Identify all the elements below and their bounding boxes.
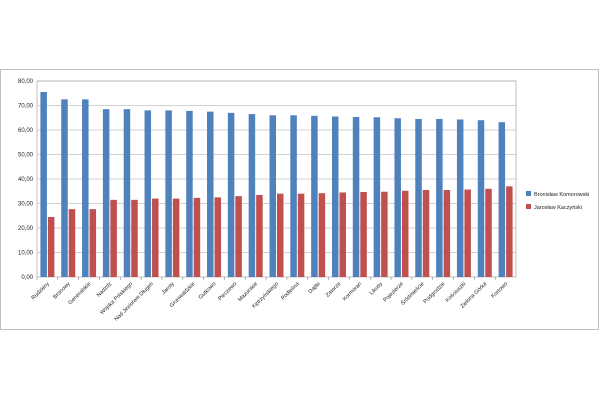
bar-kaczynski: [89, 209, 97, 277]
bar-komorowski: [227, 112, 235, 277]
bar-kaczynski: [381, 191, 388, 277]
bar-kaczynski: [401, 190, 409, 277]
y-tick-label: 30,00: [18, 202, 34, 208]
x-tick-label: Jaroty: [161, 281, 176, 296]
bar-kaczynski: [464, 189, 471, 277]
legend-label: Jarosław Kaczyński: [534, 205, 582, 211]
bar-kaczynski: [256, 194, 263, 277]
x-tick-label: Likusy: [369, 281, 384, 296]
bar-kaczynski: [172, 198, 180, 277]
x-tick-label: Nadzdz: [96, 281, 114, 299]
y-tick-label: 70,00: [18, 104, 34, 110]
x-tick-label: Pieczewo: [217, 281, 238, 302]
y-tick-label: 20,00: [18, 226, 34, 232]
bar-kaczynski: [68, 209, 76, 277]
bar-komorowski: [82, 99, 89, 277]
bar-komorowski: [311, 115, 318, 277]
bar-komorowski: [61, 99, 68, 277]
bar-kaczynski: [110, 199, 117, 277]
bar-kaczynski: [506, 186, 513, 277]
bar-komorowski: [144, 110, 152, 278]
bar-kaczynski: [443, 190, 451, 277]
bar-kaczynski: [47, 216, 55, 277]
bar-chart: 0,00 10,00 20,00 30,00 40,00 50,00 60,00 70,00 8…: [18, 79, 589, 323]
bar-komorowski: [290, 115, 297, 277]
bar-komorowski: [498, 122, 506, 277]
y-tick-label: 80,00: [18, 79, 34, 85]
bar-kaczynski: [277, 193, 284, 277]
bar-komorowski: [415, 118, 422, 277]
bar-komorowski: [102, 109, 110, 277]
bar-komorowski: [123, 109, 131, 277]
x-tick-label: Bronowy: [52, 281, 72, 301]
y-tick-label: 50,00: [18, 153, 34, 159]
bar-kaczynski: [422, 190, 430, 277]
x-tick-label: Generalskie: [67, 281, 92, 306]
bar-komorowski: [165, 110, 172, 278]
x-tick-label: Kormoran: [342, 281, 363, 302]
legend-label: Bronisław Komorowski: [534, 192, 589, 198]
x-tick-label: Rudzkiny: [31, 281, 51, 301]
bar-kaczynski: [152, 198, 159, 277]
x-tick-label: Dajtki: [308, 281, 322, 295]
x-tick-label: Gutkowo: [198, 281, 218, 301]
y-tick-label: 40,00: [18, 177, 34, 183]
y-tick-label: 0,00: [21, 275, 33, 281]
bar-kaczynski: [297, 193, 305, 277]
x-tick-label: Nad Jeziorem Długim: [114, 281, 156, 323]
x-tick-label: Zatorze: [325, 281, 342, 298]
bar-kaczynski: [339, 192, 346, 277]
bar-komorowski: [436, 118, 443, 277]
bar-komorowski: [40, 92, 47, 278]
bar-komorowski: [477, 120, 485, 277]
x-tick-label: Kortowo: [490, 281, 509, 300]
bar-kaczynski: [360, 191, 367, 277]
bar-kaczynski: [193, 197, 201, 277]
bar-kaczynski: [235, 196, 242, 277]
bar-komorowski: [248, 114, 256, 277]
y-tick-label: 10,00: [18, 251, 34, 257]
x-tick-label: Podgrodzie: [423, 281, 447, 305]
y-tick-label: 60,00: [18, 128, 34, 134]
chart-frame: 0,00 10,00 20,00 30,00 40,00 50,00 60,00 70,00 8…: [0, 69, 599, 330]
bar-kaczynski: [214, 197, 222, 277]
bar-komorowski: [331, 116, 339, 278]
bar-komorowski: [456, 119, 464, 277]
bar-komorowski: [207, 111, 214, 277]
bar-kaczynski: [131, 199, 138, 277]
legend-swatch: [526, 204, 531, 209]
bar-komorowski: [373, 117, 381, 277]
bar-kaczynski: [485, 188, 492, 277]
x-tick-label: Podleśna: [280, 281, 301, 302]
bar-komorowski: [186, 110, 193, 277]
bar-kaczynski: [318, 193, 326, 277]
bar-komorowski: [352, 117, 360, 277]
legend-swatch: [526, 191, 531, 196]
bar-komorowski: [269, 115, 276, 277]
bar-komorowski: [394, 118, 401, 277]
